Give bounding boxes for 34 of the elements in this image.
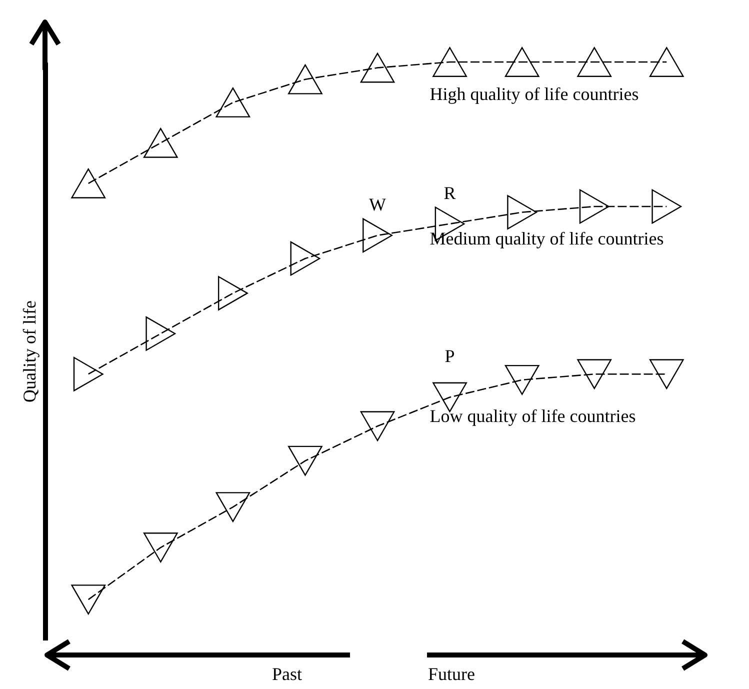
point: [577, 359, 612, 390]
point: [71, 584, 106, 614]
point: [579, 189, 610, 224]
text: Future: [428, 664, 475, 685]
point: [360, 52, 395, 83]
point: [504, 47, 540, 77]
point: [577, 47, 612, 77]
point: [362, 218, 392, 253]
point: [432, 47, 467, 77]
y-axis-title: Quality of life: [20, 300, 40, 402]
annotation: P: [444, 346, 455, 366]
point: [71, 168, 106, 198]
series-label: Low quality of life countries: [430, 406, 636, 426]
point: [649, 359, 684, 390]
point: [507, 195, 538, 230]
text: Past: [272, 664, 302, 685]
point: [649, 47, 684, 77]
annotation: R: [444, 182, 456, 203]
annotation: W: [369, 194, 386, 214]
point: [290, 241, 320, 276]
point: [218, 276, 248, 310]
point: [143, 532, 178, 562]
point: [288, 64, 322, 94]
point: [73, 356, 104, 392]
point: [216, 492, 250, 522]
point: [652, 189, 682, 224]
point: [288, 446, 322, 476]
point: [146, 316, 176, 351]
point: [216, 88, 250, 118]
point: [143, 128, 178, 158]
series-label: Medium quality of life countries: [430, 228, 664, 248]
series-label: High quality of life countries: [430, 84, 639, 104]
point: [360, 411, 395, 442]
point: [504, 364, 540, 395]
